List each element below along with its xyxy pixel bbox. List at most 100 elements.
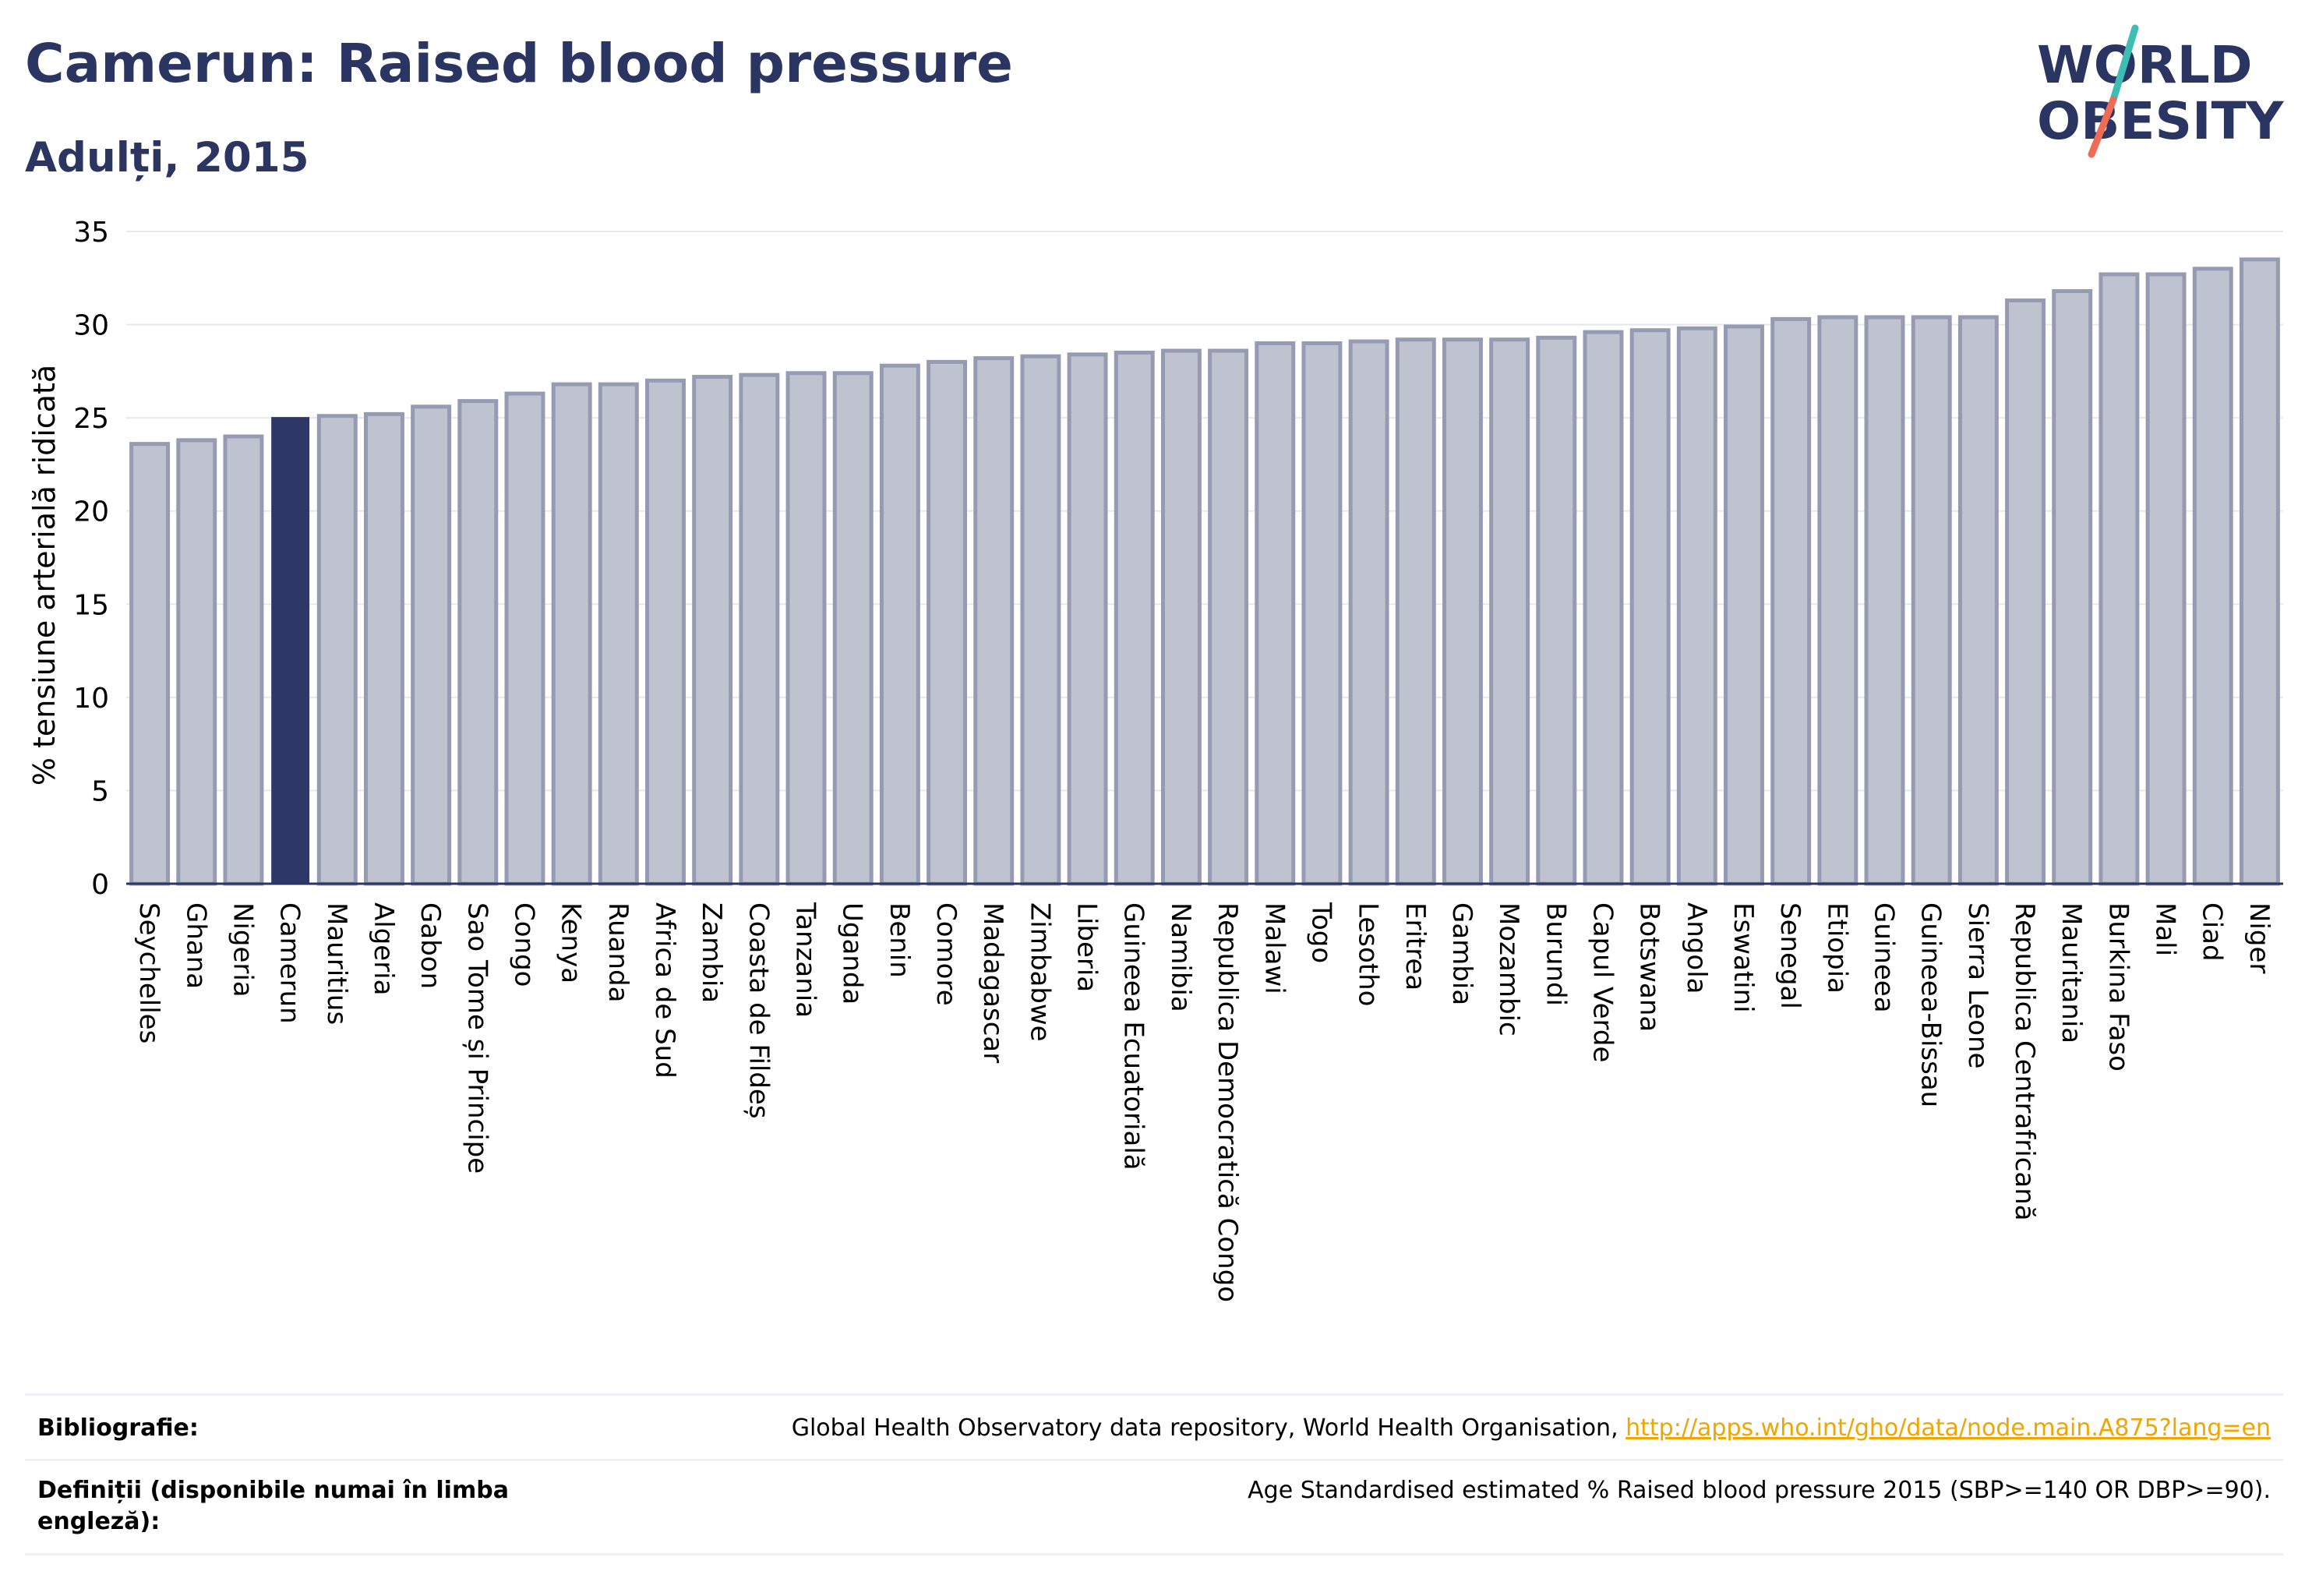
y-tick-label: 5 [91,775,109,807]
x-tick-label: Uganda [837,902,868,1005]
x-tick-label: Madagascar [977,902,1008,1063]
x-tick-label: Congo [508,902,539,987]
bar [551,382,592,886]
x-tick-label: Republica Centrafricană [2009,902,2040,1221]
logo-slash-bottom [2088,96,2117,158]
bar [504,391,545,886]
bar [785,371,827,886]
x-tick-label: Mali [2150,902,2181,956]
definitions-label: Definiții (disponibile numai în limba en… [37,1477,509,1535]
bar [1114,350,1155,886]
x-tick-label: Niger [2243,902,2275,973]
x-tick-label: Mauritania [2056,902,2087,1043]
x-tick-label: Ciad [2197,902,2228,962]
x-tick-label: Sao Tome și Principe [461,902,492,1174]
bar [223,434,264,886]
x-tick-label: Guineea [1869,902,1900,1013]
bar [1864,315,1905,886]
bar [2099,272,2140,886]
bar [316,414,358,886]
x-tick-label: Republica Democratică Congo [1212,902,1243,1302]
x-tick-label: Africa de Sud [649,902,680,1079]
bibliography-row: Bibliografie: Global Health Observatory … [25,1393,2283,1461]
x-tick-label: Angola [1681,902,1712,994]
x-tick-label: Malawi [1258,902,1290,994]
bar [879,363,920,886]
y-tick-label: 0 [91,869,109,901]
bar [598,382,639,886]
x-tick-label: Liberia [1071,902,1103,992]
x-tick-label: Gambia [1446,902,1477,1005]
bar [1395,337,1436,886]
definitions-value: Age Standardised estimated % Raised bloo… [1248,1477,2271,1504]
world-obesity-logo: WORLD OBESITY [2037,24,2285,158]
x-tick-label: Gabon [415,902,446,989]
x-tick-label: Capul Verde [1587,902,1618,1062]
bar [1208,348,1249,886]
x-tick-label: Botswana [1634,902,1665,1032]
x-tick-label: Benin [884,902,915,978]
x-tick-label: Eritrea [1400,902,1431,990]
bar [1536,335,1577,886]
x-tick-label: Burundi [1540,902,1571,1006]
bar [457,399,499,886]
x-tick-label: Togo [1305,902,1336,963]
bar [1676,326,1717,886]
x-tick-label: Camerun [274,902,305,1024]
x-tick-label: Guineea Ecuatorială [1118,902,1149,1171]
x-tick-label: Eswatini [1728,902,1759,1013]
x-axis-ticks: Seychelles Ghana Nigeria Camerun Mauritius Al… [126,882,2283,1302]
x-tick-label: Burkina Faso [2102,902,2134,1072]
page-subtitle: Adulți, 2015 [25,134,309,182]
logo-slash-top [2109,24,2139,104]
bar [927,359,968,886]
x-tick-label: Coasta de Fildeș [743,902,774,1119]
logo-text-world: WORLD [2037,35,2253,95]
x-tick-label: Ghana [180,902,211,989]
y-tick-label: 25 [73,403,109,435]
x-tick-label: Namibia [1165,902,1196,1012]
bar [1770,316,1812,886]
x-tick-label: Mozambic [1493,902,1524,1036]
x-tick-label: Lesotho [1353,902,1384,1006]
bar [363,411,404,886]
bar [1911,315,1952,886]
bar [1442,337,1483,886]
bibliography-link[interactable]: http://apps.who.int/gho/data/node.main.A… [1626,1414,2271,1442]
bar [411,404,452,886]
bar [1067,352,1108,886]
bar [1724,324,1764,886]
bar [176,438,217,886]
x-tick-label: Seychelles [133,902,164,1043]
bar [2005,298,2046,886]
bar [1020,354,1061,886]
bar [1160,348,1202,886]
bar [271,417,310,885]
definitions-row: Definiții (disponibile numai în limba en… [25,1459,2283,1555]
bar [1817,315,1858,886]
y-axis-label: % tensiune arterială ridicată [27,365,62,786]
bar [1301,341,1343,886]
logo-text-obesity: OBESITY [2037,91,2285,151]
y-tick-label: 10 [73,683,109,715]
x-tick-label: Kenya [556,902,587,983]
bar [1957,315,1999,886]
bar [1255,341,1296,886]
bar [2192,267,2233,886]
page-title: Camerun: Raised blood pressure [25,33,1013,95]
bar-chart: 0 5 10 15 20 25 30 35 Seychelles Ghana Nigeria Cam… [27,217,2283,1302]
bar [1489,337,1530,886]
x-tick-label: Tanzania [790,902,821,1018]
bar [129,442,171,886]
bar [1629,328,1671,886]
x-tick-label: Nigeria [227,902,258,998]
y-tick-label: 15 [73,589,109,621]
y-tick-label: 35 [73,217,109,249]
x-tick-label: Sierra Leone [1962,902,1993,1068]
bar [692,375,733,886]
bar [1583,330,1624,886]
y-tick-label: 30 [73,310,109,342]
x-tick-label: Guineea-Bissau [1915,902,1947,1107]
x-tick-label: Ruanda [602,902,634,1002]
x-tick-label: Etiopia [1821,902,1852,994]
